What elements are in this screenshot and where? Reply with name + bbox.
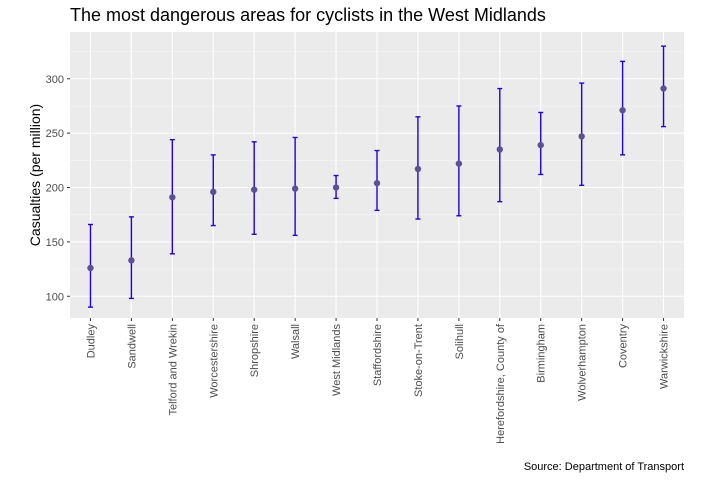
- x-tick-label: Walsall: [290, 324, 302, 359]
- source-caption: Source: Department of Transport: [524, 461, 684, 473]
- x-tick-label: Worcestershire: [208, 324, 220, 398]
- data-point: [619, 107, 626, 114]
- x-tick-label: Stoke-on-Trent: [413, 324, 425, 397]
- error-bar: [497, 87, 503, 203]
- y-tick-label: 300: [46, 74, 64, 86]
- x-tick-label: West Midlands: [331, 324, 343, 396]
- data-point: [578, 133, 585, 140]
- data-point: [210, 188, 217, 196]
- data-point: [496, 146, 503, 153]
- data-point: [169, 194, 176, 201]
- x-tick-label: Solihull: [454, 324, 466, 359]
- data-point: [87, 264, 94, 272]
- x-tick-label: Staffordshire: [372, 324, 384, 386]
- y-tick-label: 150: [46, 237, 64, 249]
- x-tick-label: Wolverhampton: [577, 324, 589, 401]
- data-point: [537, 141, 544, 149]
- data-point: [332, 184, 340, 191]
- x-tick-label: Dudley: [85, 324, 97, 359]
- data-points: [87, 85, 667, 272]
- x-axis: Dudley Sandwell Telford and Wrekin Worceste…: [85, 318, 671, 444]
- data-point: [373, 179, 381, 187]
- x-tick-label: Sandwell: [126, 324, 138, 369]
- y-axis-label: Casualties (per million): [27, 104, 43, 246]
- x-tick-label: Birmingham: [536, 324, 548, 383]
- x-tick-label: Coventry: [618, 324, 630, 369]
- data-point: [455, 160, 463, 167]
- data-point: [251, 186, 258, 193]
- x-tick-label: Telford and Wrekin: [167, 324, 179, 416]
- x-tick-label: Herefordshire, County of: [495, 323, 507, 444]
- data-point: [660, 85, 667, 92]
- chart-title: The most dangerous areas for cyclists in…: [70, 5, 546, 25]
- x-tick-label: Warwickshire: [659, 324, 671, 389]
- data-point: [128, 257, 135, 264]
- data-point: [414, 165, 422, 173]
- error-bars: [87, 45, 667, 308]
- data-point: [291, 185, 299, 192]
- y-axis: 100 150 200 250 300: [46, 74, 70, 303]
- y-tick-label: 200: [46, 183, 64, 195]
- x-tick-label: Shropshire: [249, 324, 261, 377]
- y-tick-label: 250: [46, 128, 64, 140]
- y-tick-label: 100: [46, 291, 64, 303]
